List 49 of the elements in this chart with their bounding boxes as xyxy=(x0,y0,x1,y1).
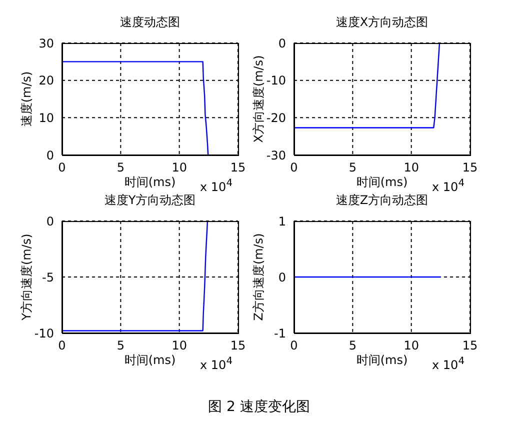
caption: 图 2 速度变化图 xyxy=(207,398,311,416)
x-tick-label: 15 xyxy=(230,160,246,175)
text: x 10$^{4}$ xyxy=(200,356,233,372)
y-tick-label: 0 xyxy=(46,214,54,228)
x-axis-title: 时间(ms) xyxy=(124,353,176,367)
x-tick-label: 10 xyxy=(172,160,187,175)
x-tick-label: 5 xyxy=(348,338,356,353)
y-axis-title: X方向速度(m/s) xyxy=(251,55,266,143)
x-tick-label: 0 xyxy=(58,160,66,175)
y-tick-label: -1 xyxy=(274,326,286,340)
x-axis-title: 时间(ms) xyxy=(356,353,408,367)
x-axis-title: 时间(ms) xyxy=(356,175,408,189)
line-series xyxy=(62,61,209,155)
x-tick-label: 0 xyxy=(290,338,298,353)
chart-title: 速度动态图 xyxy=(119,14,181,31)
x-axis-title: 时间(ms) xyxy=(124,175,176,189)
chart-title: 速度Y方向动态图 xyxy=(104,193,196,207)
x-tick-label: 15 xyxy=(230,338,246,353)
x-tick-label: 0 xyxy=(58,338,66,353)
x-tick-label: 10 xyxy=(404,160,419,175)
y-tick-label: 0 xyxy=(46,148,54,162)
x-tick-label: 5 xyxy=(116,338,124,353)
y-tick-label: 0 xyxy=(278,36,286,50)
x-tick-label: 15 xyxy=(462,338,478,353)
y-tick-label: -20 xyxy=(266,110,286,125)
y-tick-label: -30 xyxy=(266,148,286,162)
x-tick-label: 5 xyxy=(116,160,124,175)
y-tick-label: 30 xyxy=(38,36,54,50)
text: x 10$^{4}$ xyxy=(432,178,465,194)
y-tick-label: -5 xyxy=(42,270,54,284)
y-axis-title: 速度(m/s) xyxy=(19,71,34,127)
text: x 10$^{4}$ xyxy=(200,178,233,194)
y-tick-label: -10 xyxy=(34,326,54,340)
y-tick-label: 20 xyxy=(38,74,54,88)
y-axis-title: Z方向速度(m/s) xyxy=(251,233,266,321)
y-axis-title: Y方向速度(m/s) xyxy=(19,234,34,322)
chart-title: 速度X方向动态图 xyxy=(334,14,430,31)
line-series xyxy=(294,43,440,128)
y-tick-label: 1 xyxy=(278,214,286,228)
x-tick-label: 10 xyxy=(404,338,419,353)
x-tick-label: 15 xyxy=(462,160,478,175)
y-tick-label: 0 xyxy=(278,270,286,284)
x-tick-label: 10 xyxy=(172,338,187,353)
y-tick-label: -10 xyxy=(266,74,286,88)
x-tick-label: 0 xyxy=(290,160,298,175)
x-tick-label: 5 xyxy=(348,160,356,175)
y-tick-label: 10 xyxy=(38,110,54,125)
chart-title: 速度Z方向动态图 xyxy=(336,193,428,207)
text: x 10$^{4}$ xyxy=(432,356,465,372)
